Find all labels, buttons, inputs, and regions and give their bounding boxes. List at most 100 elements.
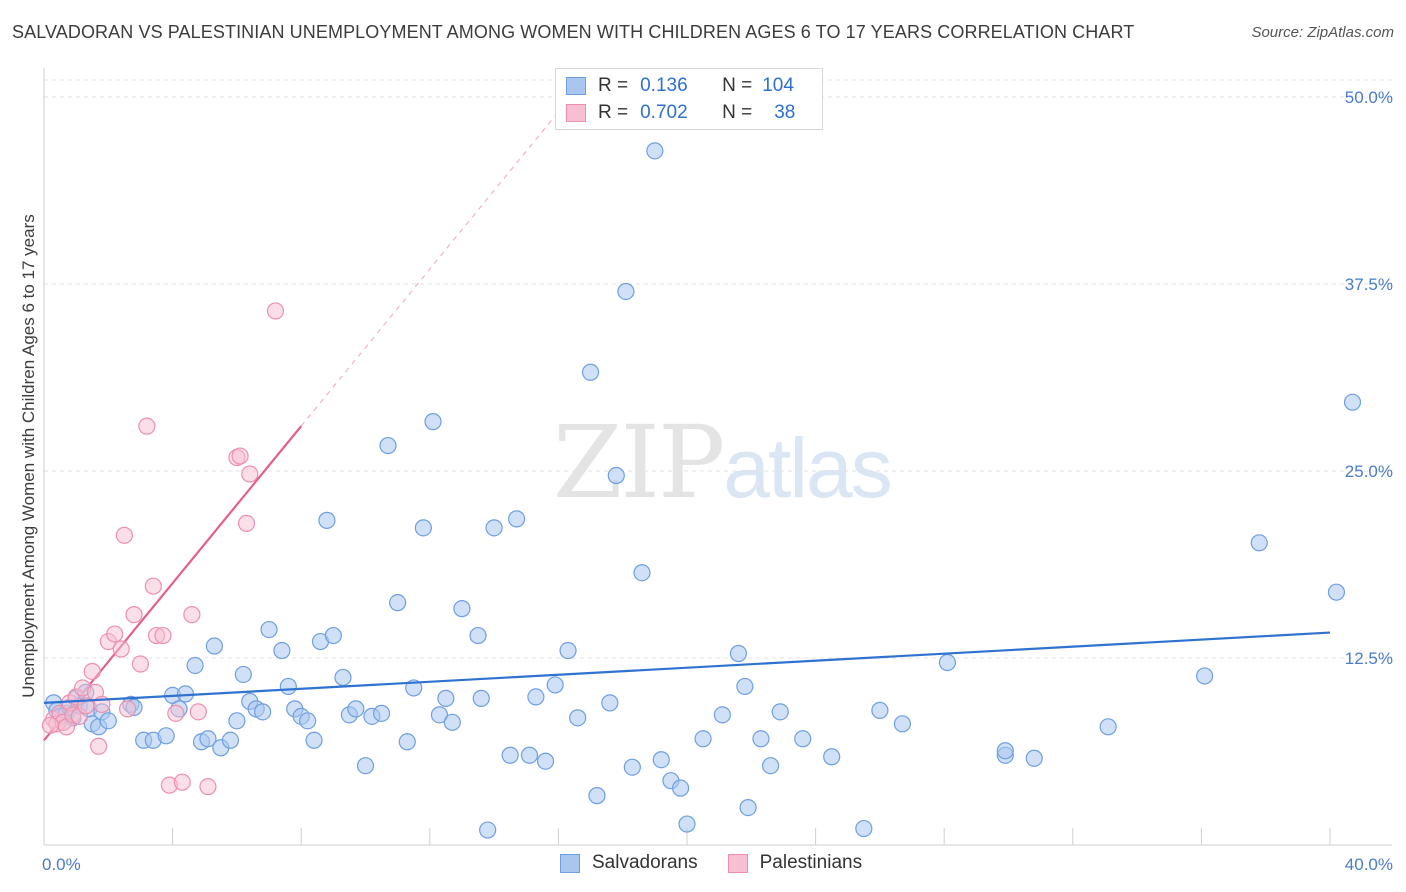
salvadoran-point <box>279 677 297 696</box>
salvadoran-point <box>318 511 336 529</box>
salvadoran-point <box>398 733 416 751</box>
salvadoran-point <box>260 620 278 639</box>
salvadoran-point <box>1327 583 1346 601</box>
n-value: 104 <box>762 75 794 96</box>
y-tick-label: 37.5% <box>1345 275 1393 294</box>
n-label: N = <box>722 75 753 96</box>
salvadoran-point <box>761 757 780 775</box>
salvadoran-point <box>324 626 342 645</box>
x-tick-label: 40.0% <box>1345 855 1393 874</box>
salvadoran-point <box>520 746 539 764</box>
salvadoran-point <box>199 730 217 748</box>
salvadoran-point <box>443 713 461 731</box>
n-value: 38 <box>774 102 796 123</box>
salvadoran-point <box>299 712 317 730</box>
salvadoran-point <box>893 715 912 733</box>
salvadoran-point <box>855 819 873 838</box>
palestinian-point <box>83 662 101 681</box>
salvadoran-point <box>938 653 957 672</box>
salvadoran-point <box>430 706 449 724</box>
salvadoran-point <box>527 688 545 706</box>
palestinian-swatch <box>727 853 748 873</box>
salvadoran-point <box>99 712 117 730</box>
r-value: 0.136 <box>640 75 688 96</box>
salvadoran-point <box>254 703 272 721</box>
salvadoran-point <box>546 676 564 694</box>
palestinian-point <box>167 704 185 722</box>
tick-labels: 12.5% 25.0% 37.5% 50.0% 0.0% 40.0% <box>42 88 1393 874</box>
salvadoran-point <box>157 727 175 745</box>
salvadoran-points <box>45 142 1362 839</box>
series-legend: Salvadorans Palestinians <box>560 852 892 874</box>
palestinian-point <box>138 417 156 435</box>
salvadoran-point <box>234 665 252 684</box>
salvadoran-point <box>569 709 587 727</box>
y-tick-label: 12.5% <box>1345 649 1393 668</box>
x-tick-label: 0.0% <box>42 855 81 874</box>
salvadoran-point <box>536 752 555 770</box>
watermark-atlas: atlas <box>723 421 892 515</box>
r-label: R = <box>598 75 629 96</box>
palestinian-point <box>90 737 108 755</box>
salvadoran-point <box>1099 718 1117 736</box>
n-label: N = <box>722 102 753 123</box>
r-label: R = <box>598 102 629 123</box>
palestinian-point <box>189 703 207 721</box>
r-value: 0.702 <box>640 102 688 123</box>
palestinian-point <box>144 577 162 595</box>
palestinian-point <box>41 716 60 734</box>
salvadoran-swatch <box>566 77 586 95</box>
legend-row-salvadorans: R = 0.136 N = 104 <box>566 74 794 98</box>
palestinian-point <box>266 302 285 320</box>
palestinian-point <box>183 606 201 624</box>
salvadoran-point <box>671 779 690 797</box>
salvadoran-trend <box>43 631 1331 704</box>
salvadoran-point <box>588 787 606 805</box>
salvadoran-point <box>508 510 526 528</box>
salvadoran-point <box>1196 667 1214 685</box>
salvadoran-point <box>1343 393 1362 411</box>
salvadoran-point <box>221 731 240 749</box>
palestinian-swatch <box>566 104 586 122</box>
salvadoran-point <box>469 626 487 645</box>
salvadoran-point <box>485 519 503 537</box>
salvadoran-point <box>617 282 635 301</box>
chart-title: SALVADORAN VS PALESTINIAN UNEMPLOYMENT A… <box>12 22 1135 42</box>
salvadoran-point <box>1250 534 1268 552</box>
palestinian-point <box>241 465 259 483</box>
salvadoran-point <box>633 564 651 582</box>
salvadoran-point <box>739 798 757 817</box>
salvadoran-point <box>1025 749 1043 767</box>
salvadoran-swatch <box>560 853 580 873</box>
palestinians-label: Palestinians <box>759 852 863 873</box>
salvadoran-trend-line <box>43 631 1331 704</box>
correlation-legend: R = 0.136 N = 104 R = 0.702 N = 38 <box>555 68 823 130</box>
palestinian-point <box>199 778 217 796</box>
salvadoran-point <box>347 700 365 718</box>
palestinian-point <box>231 447 249 465</box>
palestinian-point <box>237 514 256 532</box>
salvadoran-point <box>678 815 696 833</box>
palestinian-trend-extension <box>300 111 559 427</box>
salvadoran-point <box>437 689 455 707</box>
salvadoran-point <box>186 656 204 675</box>
salvadoran-point <box>379 436 397 455</box>
salvadoran-point <box>559 641 577 660</box>
salvadoran-point <box>752 730 770 748</box>
salvadoran-point <box>414 519 432 537</box>
salvadoran-point <box>453 600 471 618</box>
salvadoran-point <box>479 821 497 839</box>
salvadoran-point <box>601 694 619 712</box>
salvadoran-point <box>205 637 223 655</box>
salvadoran-point <box>607 466 625 485</box>
salvadoran-point <box>273 641 291 660</box>
source-credit: Source: ZipAtlas.com <box>1251 24 1394 41</box>
y-tick-label: 50.0% <box>1345 88 1393 107</box>
legend-row-palestinians: R = 0.702 N = 38 <box>566 101 795 125</box>
salvadoran-point <box>334 668 352 687</box>
palestinian-point <box>125 606 143 624</box>
salvadoran-point <box>623 758 641 776</box>
salvadoran-point <box>996 742 1014 760</box>
grid-lines <box>44 79 1392 659</box>
